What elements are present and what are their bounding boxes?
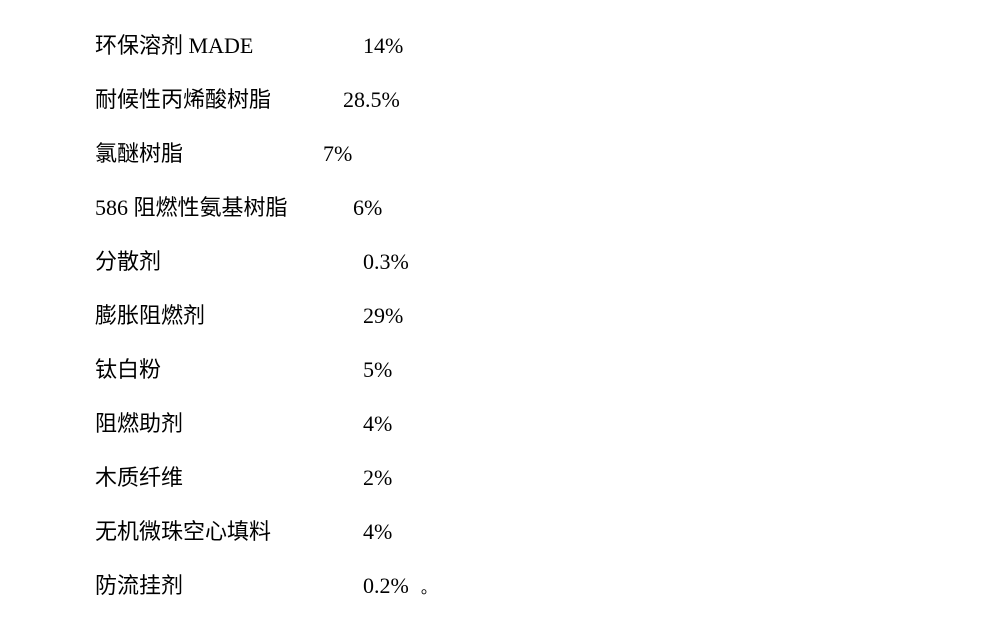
- table-row: 氯醚树脂 7%: [95, 136, 437, 164]
- ingredient-label: 586 阻燃性氨基树脂: [95, 190, 353, 222]
- ingredient-label: 钛白粉: [95, 352, 363, 384]
- ingredient-value: 29%: [363, 303, 403, 329]
- table-row: 阻燃助剂 4%: [95, 406, 437, 434]
- ingredient-value: 0.3%: [363, 249, 409, 275]
- period-punct: 。: [421, 574, 437, 598]
- table-row: 环保溶剂 MADE 14%: [95, 28, 437, 56]
- table-row: 防流挂剂 0.2%。: [95, 568, 437, 596]
- ingredient-label: 耐候性丙烯酸树脂: [95, 82, 343, 114]
- table-row: 耐候性丙烯酸树脂 28.5%: [95, 82, 437, 110]
- ingredient-value: 28.5%: [343, 87, 400, 113]
- ingredient-value: 4%: [363, 411, 392, 437]
- table-row: 分散剂 0.3%: [95, 244, 437, 272]
- ingredient-value: 7%: [323, 141, 352, 167]
- composition-list: 环保溶剂 MADE 14% 耐候性丙烯酸树脂 28.5% 氯醚树脂 7% 586…: [95, 28, 437, 622]
- ingredient-label: 防流挂剂: [95, 568, 363, 600]
- ingredient-value: 14%: [363, 33, 403, 59]
- ingredient-label: 无机微珠空心填料: [95, 514, 363, 546]
- ingredient-value: 4%: [363, 519, 392, 545]
- ingredient-label: 环保溶剂 MADE: [95, 28, 363, 60]
- ingredient-value: 2%: [363, 465, 392, 491]
- ingredient-label: 氯醚树脂: [95, 136, 323, 168]
- table-row: 膨胀阻燃剂 29%: [95, 298, 437, 326]
- ingredient-label: 阻燃助剂: [95, 406, 363, 438]
- table-row: 无机微珠空心填料 4%: [95, 514, 437, 542]
- table-row: 木质纤维 2%: [95, 460, 437, 488]
- ingredient-label: 膨胀阻燃剂: [95, 298, 363, 330]
- ingredient-value: 6%: [353, 195, 382, 221]
- ingredient-value: 5%: [363, 357, 392, 383]
- ingredient-label: 木质纤维: [95, 460, 363, 492]
- ingredient-value: 0.2%: [363, 573, 409, 599]
- ingredient-label: 分散剂: [95, 244, 363, 276]
- table-row: 钛白粉 5%: [95, 352, 437, 380]
- table-row: 586 阻燃性氨基树脂 6%: [95, 190, 437, 218]
